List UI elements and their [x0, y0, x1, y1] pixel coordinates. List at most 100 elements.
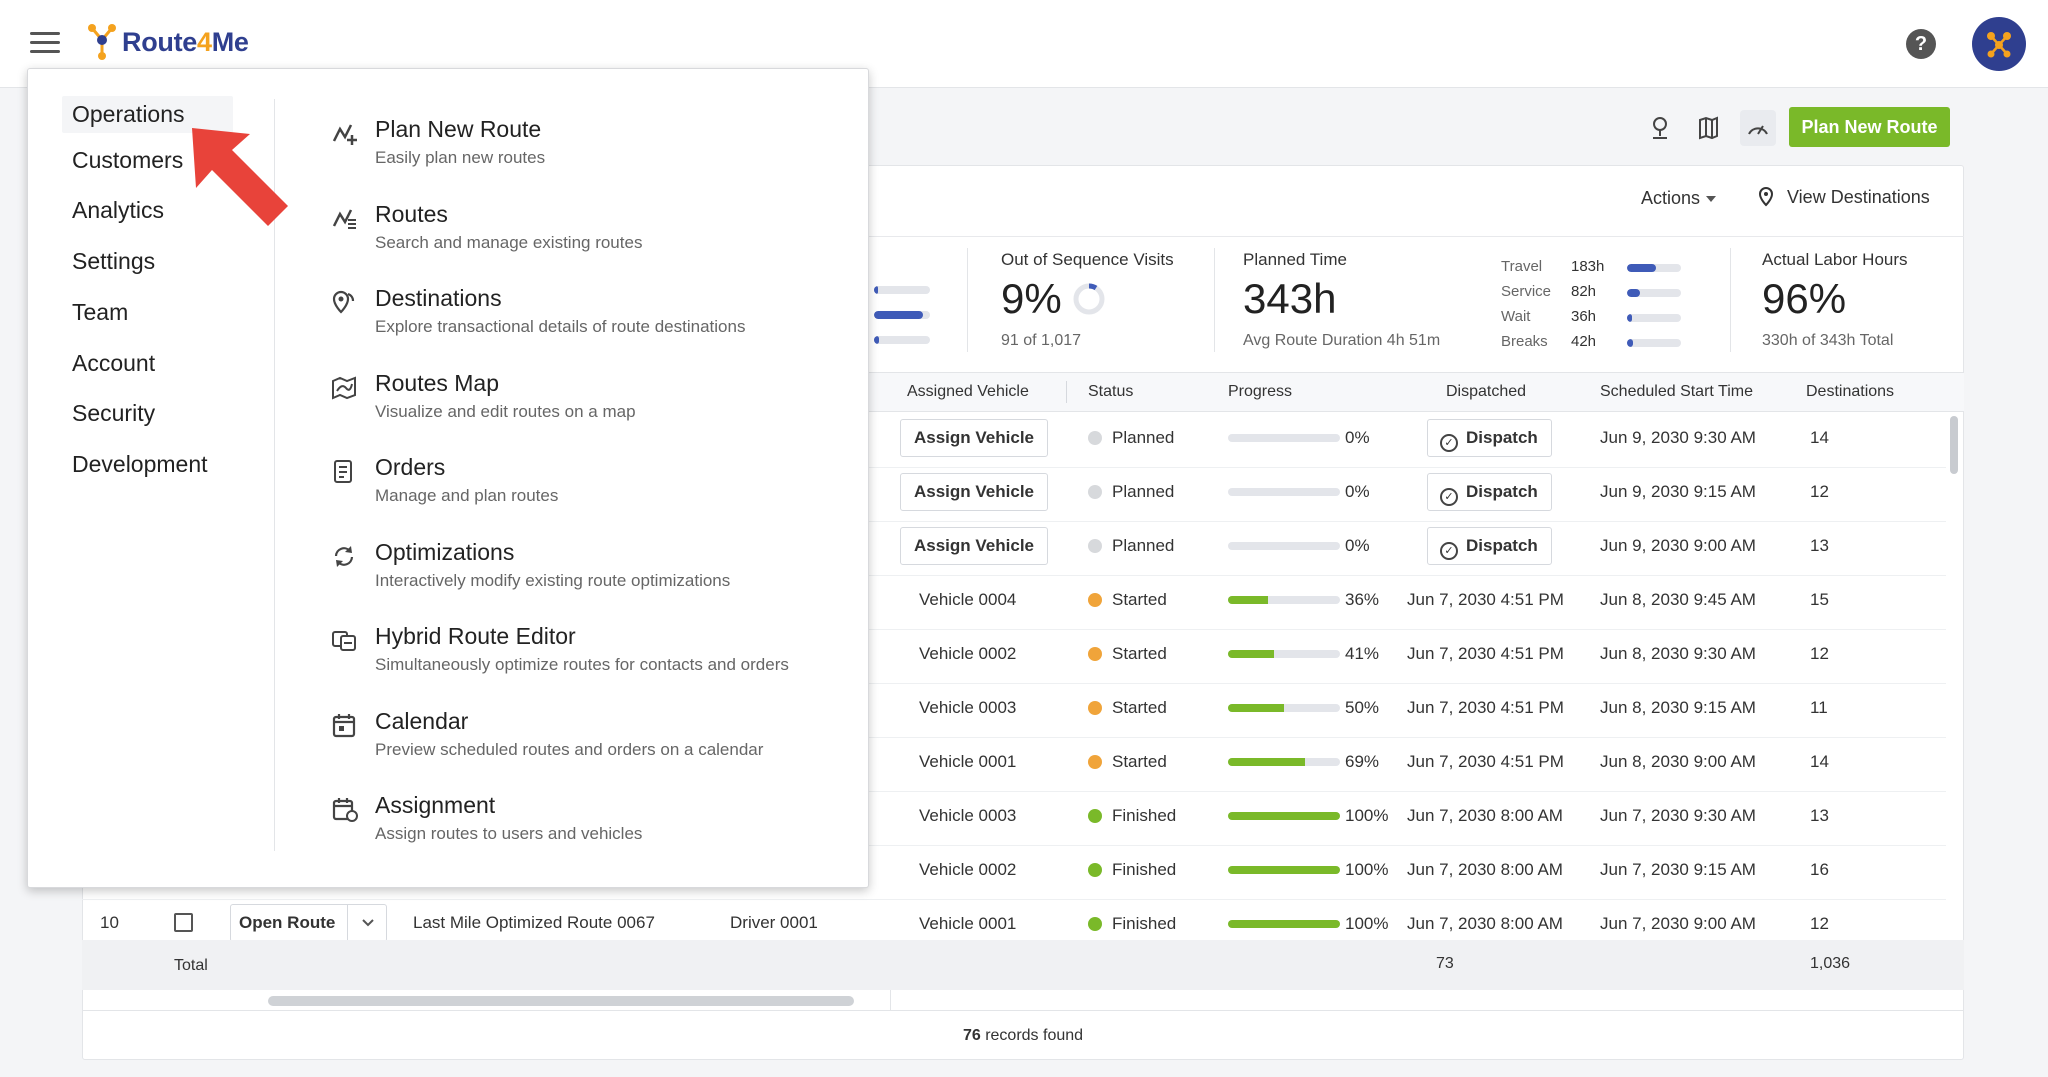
menu-item-description: Preview scheduled routes and orders on a…	[375, 739, 764, 759]
out-of-sequence-stat: Out of Sequence Visits 9% 91 of 1,017	[1001, 250, 1174, 350]
stat-sub: Avg Route Duration 4h 51m	[1243, 332, 1441, 349]
progress-bar	[1228, 704, 1340, 712]
menu-category-development[interactable]: Development	[72, 450, 208, 477]
assign-vehicle-button[interactable]: Assign Vehicle	[900, 473, 1048, 511]
progress-bar	[1228, 920, 1340, 928]
menu-item-optimizations[interactable]: Optimizations Interactively modify existi…	[375, 539, 730, 591]
scheduled-start: Jun 9, 2030 9:30 AM	[1600, 428, 1756, 447]
dispatch-button[interactable]: ✓ Dispatch	[1427, 527, 1552, 565]
breakdown-bar-fill	[1627, 289, 1640, 297]
menu-item-assignment[interactable]: Assignment Assign routes to users and veh…	[375, 792, 642, 844]
breakdown-bar-fill	[1627, 264, 1656, 272]
menu-category-operations[interactable]: Operations	[62, 96, 233, 133]
table-row[interactable]	[82, 792, 1946, 846]
scheduled-start: Jun 9, 2030 9:15 AM	[1600, 482, 1756, 501]
column-header-destinations[interactable]: Destinations	[1806, 383, 1895, 400]
menu-item-plan-new-route[interactable]: Plan New Route Easily plan new routes	[375, 116, 545, 168]
menu-item-routes[interactable]: Routes Search and manage existing routes	[375, 201, 642, 253]
menu-item-description: Simultaneously optimize routes for conta…	[375, 655, 789, 674]
map-view-icon[interactable]	[1690, 110, 1726, 146]
vehicle-name: Vehicle 0001	[919, 752, 1017, 771]
actions-dropdown[interactable]: Actions	[1641, 188, 1717, 209]
column-header-start-time[interactable]: Scheduled Start Time	[1600, 383, 1753, 400]
status-dot	[1088, 485, 1102, 499]
hamburger-menu-icon[interactable]	[30, 32, 60, 54]
navigation-menu: Operations Customers Analytics Settings Team…	[27, 68, 869, 888]
scroll-divider	[890, 990, 891, 1010]
open-route-dropdown[interactable]	[347, 904, 387, 942]
table-row[interactable]	[82, 738, 1946, 792]
breakdown-value: 183h	[1571, 258, 1605, 275]
app-logo[interactable]: Route4Me	[84, 22, 249, 62]
location-pin-icon[interactable]	[1642, 110, 1678, 146]
row-checkbox[interactable]	[174, 913, 193, 932]
table-row[interactable]	[82, 684, 1946, 738]
dispatch-button[interactable]: ✓ Dispatch	[1427, 419, 1552, 457]
table-row[interactable]	[82, 630, 1946, 684]
progress-label: 36%	[1345, 590, 1380, 609]
menu-item-title: Assignment	[375, 792, 496, 818]
dashboard-gauge-icon[interactable]	[1740, 110, 1776, 146]
status-dot	[1088, 917, 1102, 931]
assignment-icon	[330, 795, 358, 823]
stat-sub: 91 of 1,017	[1001, 332, 1082, 349]
chevron-down-icon	[1706, 196, 1717, 203]
routes-icon	[330, 204, 358, 232]
menu-category-settings[interactable]: Settings	[72, 248, 156, 275]
menu-item-destinations[interactable]: Destinations Explore transactional detail…	[375, 285, 745, 337]
progress-label: 100%	[1345, 806, 1389, 825]
column-divider[interactable]	[1066, 381, 1067, 403]
breakdown-bar-fill	[1627, 314, 1633, 322]
progress-label: 100%	[1345, 860, 1389, 879]
menu-category-team[interactable]: Team	[72, 298, 129, 325]
partial-stat-bar	[874, 311, 930, 319]
status-label: Started	[1112, 752, 1167, 771]
labor-hours-stat: Actual Labor Hours 96% 330h of 343h Tota…	[1762, 250, 1908, 350]
view-destinations-button[interactable]: View Destinations	[1757, 186, 1930, 208]
assign-vehicle-button[interactable]: Assign Vehicle	[900, 527, 1048, 565]
status-dot	[1088, 809, 1102, 823]
breakdown-bar	[1627, 264, 1681, 272]
menu-item-description: Easily plan new routes	[375, 148, 546, 167]
total-destinations: 1,036	[1810, 955, 1851, 972]
dispatch-button[interactable]: ✓ Dispatch	[1427, 473, 1552, 511]
menu-item-calendar[interactable]: Calendar Preview scheduled routes and ord…	[375, 708, 763, 760]
open-route-button[interactable]: Open Route	[230, 904, 348, 942]
table-row[interactable]	[82, 468, 1946, 522]
sequence-ring-chart	[1073, 283, 1105, 315]
stat-divider	[1214, 248, 1215, 352]
column-header-vehicle[interactable]: Assigned Vehicle	[907, 383, 1029, 400]
horizontal-scrollbar[interactable]	[268, 996, 854, 1006]
menu-category-customers[interactable]: Customers	[72, 146, 184, 173]
route-name[interactable]: Last Mile Optimized Route 0067	[413, 913, 655, 932]
status-label: Started	[1112, 644, 1167, 663]
column-header-dispatched[interactable]: Dispatched	[1446, 383, 1527, 400]
breakdown-label: Breaks	[1501, 333, 1548, 350]
stat-label: Planned Time	[1243, 250, 1347, 269]
table-row[interactable]	[82, 846, 1946, 900]
menu-category-analytics[interactable]: Analytics	[72, 197, 165, 224]
table-row[interactable]	[82, 522, 1946, 576]
progress-label: 0%	[1345, 536, 1370, 555]
user-avatar[interactable]	[1972, 17, 2026, 71]
assign-vehicle-button[interactable]: Assign Vehicle	[900, 419, 1048, 457]
menu-item-orders[interactable]: Orders Manage and plan routes	[375, 454, 558, 506]
column-header-progress[interactable]: Progress	[1228, 383, 1293, 400]
column-header-status[interactable]: Status	[1088, 383, 1134, 400]
status-dot	[1088, 647, 1102, 661]
table-row[interactable]	[82, 414, 1946, 468]
menu-item-routes-map[interactable]: Routes Map Visualize and edit routes on a…	[375, 370, 636, 422]
scheduled-start: Jun 7, 2030 9:15 AM	[1600, 860, 1756, 879]
help-icon[interactable]: ?	[1906, 29, 1936, 59]
menu-category-account[interactable]: Account	[72, 349, 156, 376]
menu-item-hybrid-route-editor[interactable]: Hybrid Route Editor Simultaneously optimi…	[375, 623, 789, 675]
stat-value: 9%	[1001, 275, 1062, 322]
menu-item-description: Explore transactional details of route d…	[375, 317, 746, 336]
menu-category-security[interactable]: Security	[72, 400, 156, 427]
vertical-scrollbar[interactable]	[1950, 416, 1958, 474]
menu-item-description: Manage and plan routes	[375, 486, 559, 505]
plan-new-route-button[interactable]: Plan New Route	[1789, 107, 1950, 147]
destination-count: 13	[1810, 806, 1829, 825]
scheduled-start: Jun 8, 2030 9:15 AM	[1600, 698, 1756, 717]
table-row[interactable]	[82, 576, 1946, 630]
